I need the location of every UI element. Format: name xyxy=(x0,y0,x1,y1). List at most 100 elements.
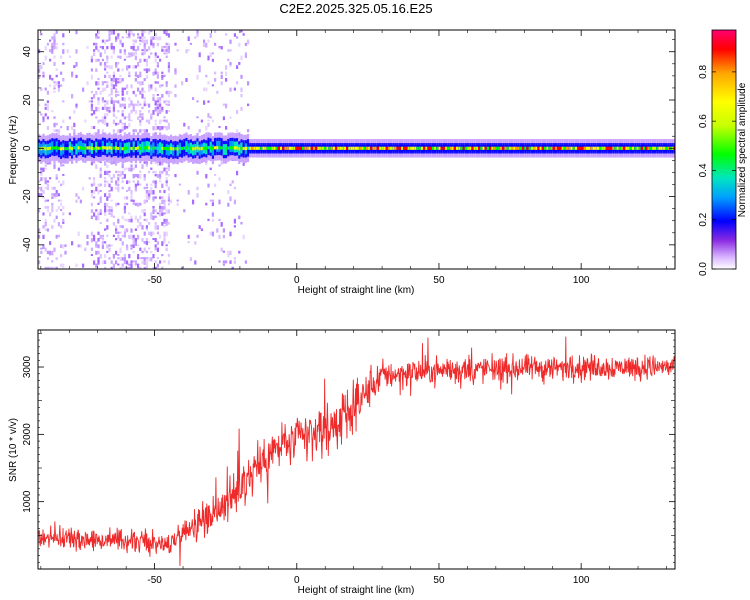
spectrogram-cell xyxy=(214,78,217,82)
spectrogram-cell xyxy=(115,90,118,94)
spectrogram-cell xyxy=(335,146,338,150)
spectrogram-cell xyxy=(134,78,137,82)
spectrogram-cell xyxy=(110,90,113,96)
spectrogram-cell xyxy=(383,146,386,150)
spectrogram-cell xyxy=(57,87,60,92)
spectrogram-cell xyxy=(104,161,107,166)
spectrogram-cell xyxy=(95,244,98,248)
spectrogram-cell xyxy=(480,146,483,150)
spectrogram-cell xyxy=(222,250,225,253)
spectrogram-cell xyxy=(75,106,78,109)
spectrogram-cell xyxy=(44,87,47,91)
spectrogram-cell xyxy=(154,196,157,199)
spectrogram-cell xyxy=(159,126,162,131)
spectrogram-cell xyxy=(167,100,170,104)
spectrogram-cell xyxy=(231,146,234,150)
spectrogram-cell xyxy=(121,180,124,183)
spectrogram-cell xyxy=(469,146,472,150)
spectrogram-cell xyxy=(156,55,159,59)
spectrogram-cell xyxy=(95,68,98,72)
spectrogram-cell xyxy=(106,100,109,105)
spectrogram-cell xyxy=(220,81,223,86)
spectrogram-cell xyxy=(110,161,113,165)
spectrogram-cell xyxy=(148,146,151,150)
colorbar-frame xyxy=(711,29,737,270)
spectrogram-cell xyxy=(121,97,124,101)
spectrogram-cell xyxy=(187,234,190,239)
spectrogram-cell xyxy=(132,234,135,240)
spectrogram-cell xyxy=(121,147,124,151)
spectrogram-cell xyxy=(214,71,217,75)
spectrogram-cell xyxy=(121,215,124,220)
spectrogram-cell xyxy=(115,78,118,83)
spectrogram-cell xyxy=(40,250,43,254)
spectrogram-cell xyxy=(233,146,236,150)
spectrogram-cell xyxy=(238,250,241,254)
spectrogram-cell xyxy=(205,202,208,206)
spectrogram-cell xyxy=(438,146,441,150)
spectrogram-cell xyxy=(163,231,166,236)
spectrogram-cell xyxy=(53,266,56,269)
spectrogram-cell xyxy=(132,39,135,43)
spectrogram-cell xyxy=(491,146,494,150)
spectrogram-cell xyxy=(60,164,63,167)
spectrogram-cell xyxy=(167,46,170,50)
spectrogram-cell xyxy=(167,62,170,66)
spectrogram-cell xyxy=(163,52,166,55)
spectrogram-cell xyxy=(225,65,228,70)
spectrogram-cell xyxy=(93,238,96,242)
spectrogram-cell xyxy=(57,193,60,197)
spectrogram-cell xyxy=(225,147,228,151)
spectrogram-cell xyxy=(240,87,243,93)
spectrogram-cell xyxy=(132,238,135,243)
spectrogram-cell xyxy=(240,222,243,225)
spectrogram-cell xyxy=(156,74,159,79)
spectrogram-cell xyxy=(104,254,107,258)
spectrogram-cell xyxy=(574,146,577,150)
spectrogram-cell xyxy=(143,177,146,181)
spectrogram-cell xyxy=(121,94,124,96)
spectrogram-cell xyxy=(196,170,199,175)
spectrogram-cell xyxy=(196,186,199,191)
spectrogram-cell xyxy=(150,186,153,192)
spectrogram-cell xyxy=(86,146,89,150)
spectrogram-cell xyxy=(84,247,87,252)
spectrogram-cell xyxy=(588,146,591,150)
spectrogram-cell xyxy=(130,146,133,151)
spectrogram-cell xyxy=(242,234,245,240)
spectrogram-cell xyxy=(40,87,43,91)
spectrogram-cell xyxy=(104,87,107,92)
spectrogram-cell xyxy=(123,257,126,262)
spectrogram-cell xyxy=(163,146,166,150)
spectrogram-cell xyxy=(156,65,159,68)
spectrogram-cell xyxy=(137,33,140,36)
spectrogram-cell xyxy=(475,146,478,150)
spectrogram-cell xyxy=(75,146,78,151)
spectrogram-cell xyxy=(200,119,203,123)
spectrogram-cell xyxy=(161,110,164,113)
spectrogram-cell xyxy=(130,119,133,122)
spectrogram-cell xyxy=(104,113,107,118)
spectrogram-x-tick-label: 100 xyxy=(573,275,590,286)
spectrogram-cell xyxy=(93,126,96,129)
spectrogram-cell xyxy=(143,209,146,212)
spectrogram-cell xyxy=(115,146,118,150)
spectrogram-cell xyxy=(229,260,232,264)
spectrogram-cell xyxy=(546,146,549,150)
spectrogram-cell xyxy=(119,250,122,254)
spectrogram-cell xyxy=(90,113,93,116)
spectrogram-cell xyxy=(139,215,142,220)
spectrogram-y-tick-label: 0 xyxy=(22,145,33,151)
spectrogram-cell xyxy=(128,33,131,38)
spectrogram-cell xyxy=(645,146,648,150)
spectrogram-cell xyxy=(163,126,166,129)
spectrogram-cell xyxy=(115,87,118,92)
spectrogram-cell xyxy=(57,234,60,238)
spectrogram-cell xyxy=(148,247,151,250)
spectrogram-cell xyxy=(174,174,177,178)
spectrogram-cell xyxy=(150,113,153,118)
spectrogram-cell xyxy=(145,250,148,254)
spectrogram-cell xyxy=(44,222,47,227)
spectrogram-cell xyxy=(99,209,102,213)
spectrogram-cell xyxy=(110,84,113,87)
